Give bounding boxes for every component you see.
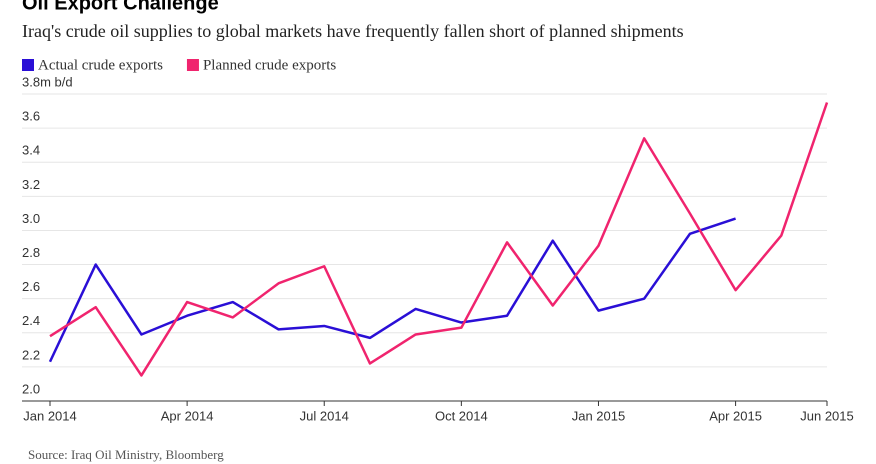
chart-subtitle: Iraq's crude oil supplies to global mark… (22, 21, 684, 41)
y-tick-label: 3.0 (22, 211, 40, 226)
y-tick-label: 3.4 (22, 143, 40, 158)
y-tick-label: 2.4 (22, 313, 40, 328)
legend-label: Planned crude exports (203, 57, 336, 73)
x-tick-label: Oct 2014 (435, 408, 488, 423)
chart-title: Oil Export Challenge (22, 0, 219, 14)
x-tick-label: Jan 2015 (572, 408, 626, 423)
x-tick-label: Jun 2015 (800, 408, 854, 423)
y-tick-label: 2.6 (22, 279, 40, 294)
x-tick-label: Jan 2014 (23, 408, 77, 423)
y-tick-label: 2.8 (22, 245, 40, 260)
legend-swatch (186, 59, 199, 71)
x-tick-label: Apr 2014 (161, 408, 214, 423)
y-tick-label: 3.6 (22, 109, 40, 124)
y-tick-label: 2.2 (22, 347, 40, 362)
source: Source: Iraq Oil Ministry, Bloomberg (28, 447, 224, 462)
legend-swatch (22, 59, 34, 71)
legend-label: Actual crude exports (38, 57, 163, 73)
series-line (48, 217, 736, 363)
x-tick-label: Jul 2014 (300, 408, 349, 423)
y-tick-label: 3.2 (22, 177, 40, 192)
y-tick-label: 2.0 (22, 381, 40, 396)
series-line (49, 102, 829, 377)
x-tick-label: Apr 2015 (709, 408, 762, 423)
y-tick-label: 3.8m b/d (22, 74, 73, 89)
